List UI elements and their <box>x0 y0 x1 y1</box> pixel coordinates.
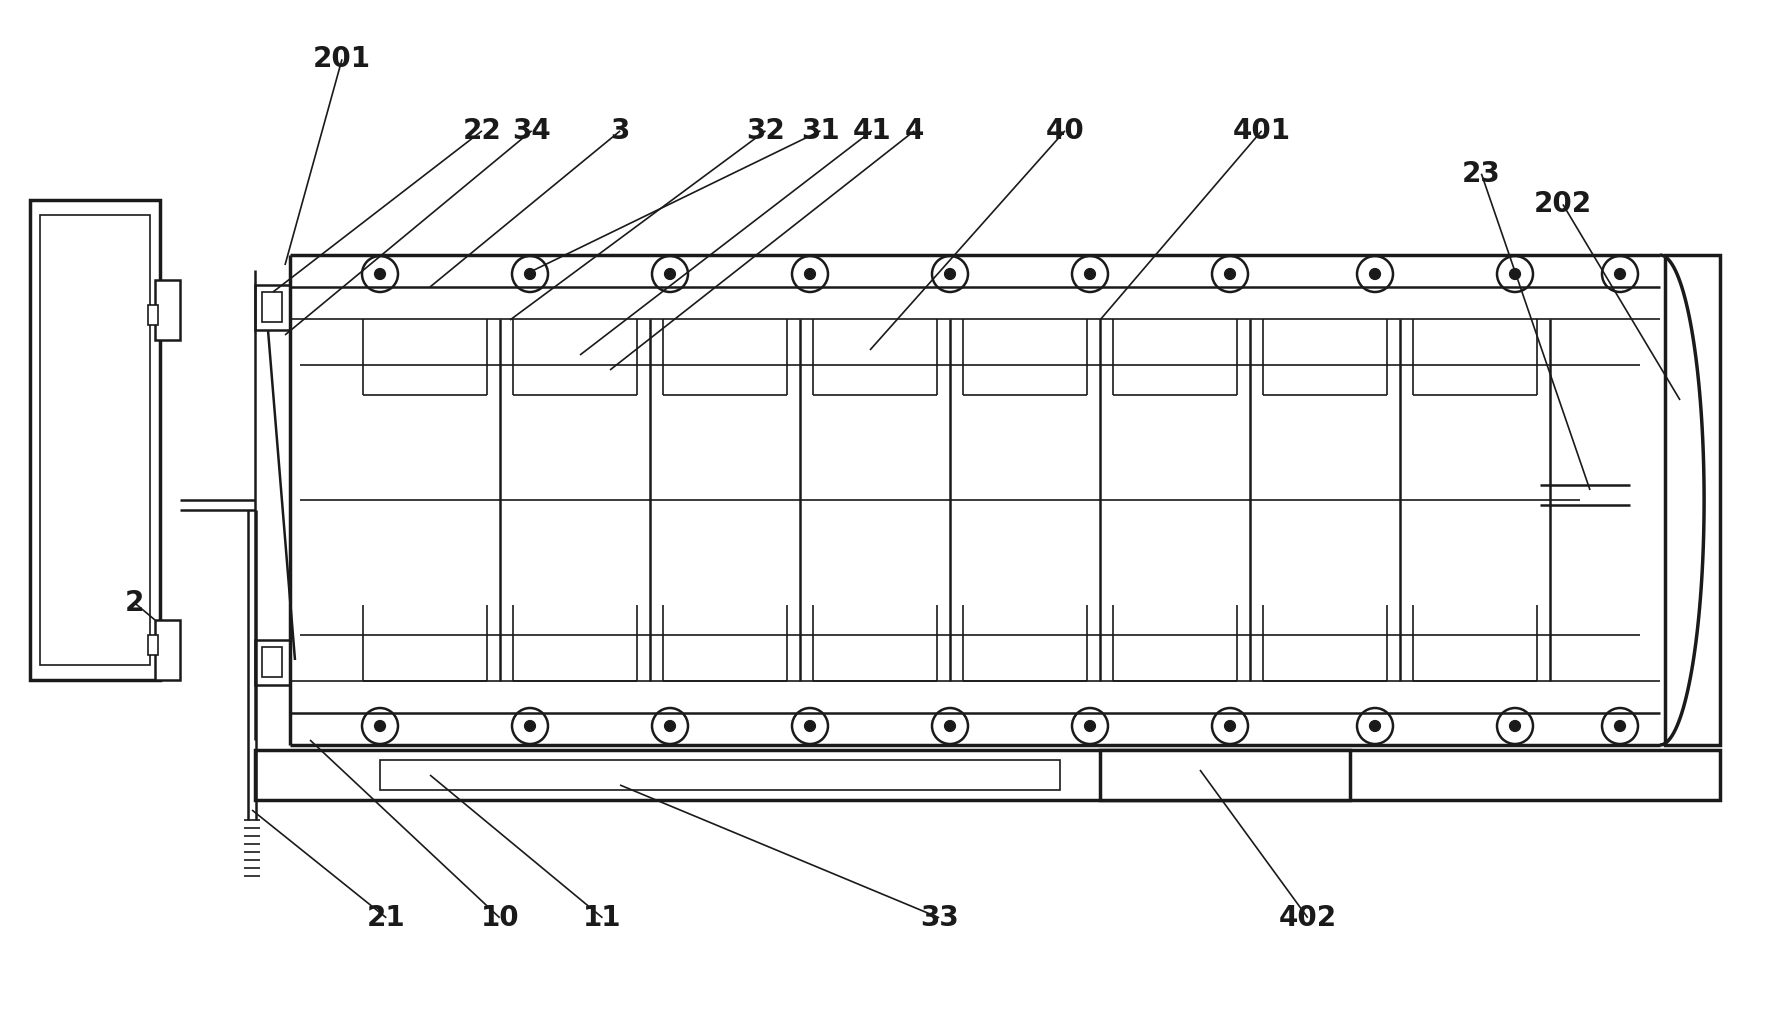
Circle shape <box>1497 256 1533 292</box>
Text: 41: 41 <box>852 117 891 145</box>
Circle shape <box>1072 708 1108 744</box>
Circle shape <box>932 708 968 744</box>
Text: 401: 401 <box>1233 117 1290 145</box>
Bar <box>262 647 282 677</box>
Text: 4: 4 <box>905 117 923 145</box>
Circle shape <box>1357 256 1393 292</box>
Circle shape <box>804 721 815 732</box>
Bar <box>154 280 181 340</box>
Circle shape <box>525 721 535 732</box>
Text: 40: 40 <box>1045 117 1084 145</box>
Circle shape <box>1084 269 1095 279</box>
Bar <box>149 635 158 655</box>
Circle shape <box>361 708 399 744</box>
Circle shape <box>1212 708 1247 744</box>
Circle shape <box>1602 256 1637 292</box>
Text: 202: 202 <box>1535 190 1591 219</box>
Circle shape <box>1224 269 1235 279</box>
Text: 33: 33 <box>920 903 959 932</box>
Circle shape <box>1614 269 1625 279</box>
Text: 31: 31 <box>801 117 840 145</box>
Circle shape <box>1084 721 1095 732</box>
Circle shape <box>944 269 955 279</box>
Text: 2: 2 <box>126 589 144 617</box>
Circle shape <box>804 269 815 279</box>
Bar <box>255 750 1721 800</box>
Bar <box>1100 750 1350 800</box>
Text: 23: 23 <box>1462 159 1501 188</box>
Circle shape <box>1510 721 1520 732</box>
Circle shape <box>664 269 675 279</box>
Bar <box>255 285 291 330</box>
Circle shape <box>512 256 548 292</box>
Bar <box>255 640 291 685</box>
Circle shape <box>361 256 399 292</box>
Circle shape <box>792 708 828 744</box>
Text: 3: 3 <box>611 117 629 145</box>
Bar <box>262 292 282 322</box>
Circle shape <box>512 708 548 744</box>
Bar <box>41 215 151 665</box>
Text: 34: 34 <box>512 117 551 145</box>
Circle shape <box>1602 708 1637 744</box>
Bar <box>1666 256 1721 745</box>
Circle shape <box>1072 256 1108 292</box>
Circle shape <box>1497 708 1533 744</box>
Text: 10: 10 <box>480 903 519 932</box>
Circle shape <box>792 256 828 292</box>
Text: 201: 201 <box>314 45 370 74</box>
Text: 22: 22 <box>462 117 501 145</box>
Bar <box>30 200 159 680</box>
Circle shape <box>1370 269 1380 279</box>
Circle shape <box>1370 721 1380 732</box>
Circle shape <box>1357 708 1393 744</box>
Bar <box>379 760 1060 790</box>
Circle shape <box>1510 269 1520 279</box>
Bar <box>149 305 158 325</box>
Text: 21: 21 <box>367 903 406 932</box>
Circle shape <box>652 256 688 292</box>
Circle shape <box>1614 721 1625 732</box>
Circle shape <box>944 721 955 732</box>
Circle shape <box>664 721 675 732</box>
Circle shape <box>525 269 535 279</box>
Circle shape <box>652 708 688 744</box>
Circle shape <box>374 269 385 279</box>
Text: 402: 402 <box>1279 903 1336 932</box>
Circle shape <box>1212 256 1247 292</box>
Text: 32: 32 <box>746 117 785 145</box>
Bar <box>154 620 181 680</box>
Circle shape <box>1224 721 1235 732</box>
Circle shape <box>932 256 968 292</box>
Circle shape <box>374 721 385 732</box>
Text: 11: 11 <box>583 903 622 932</box>
